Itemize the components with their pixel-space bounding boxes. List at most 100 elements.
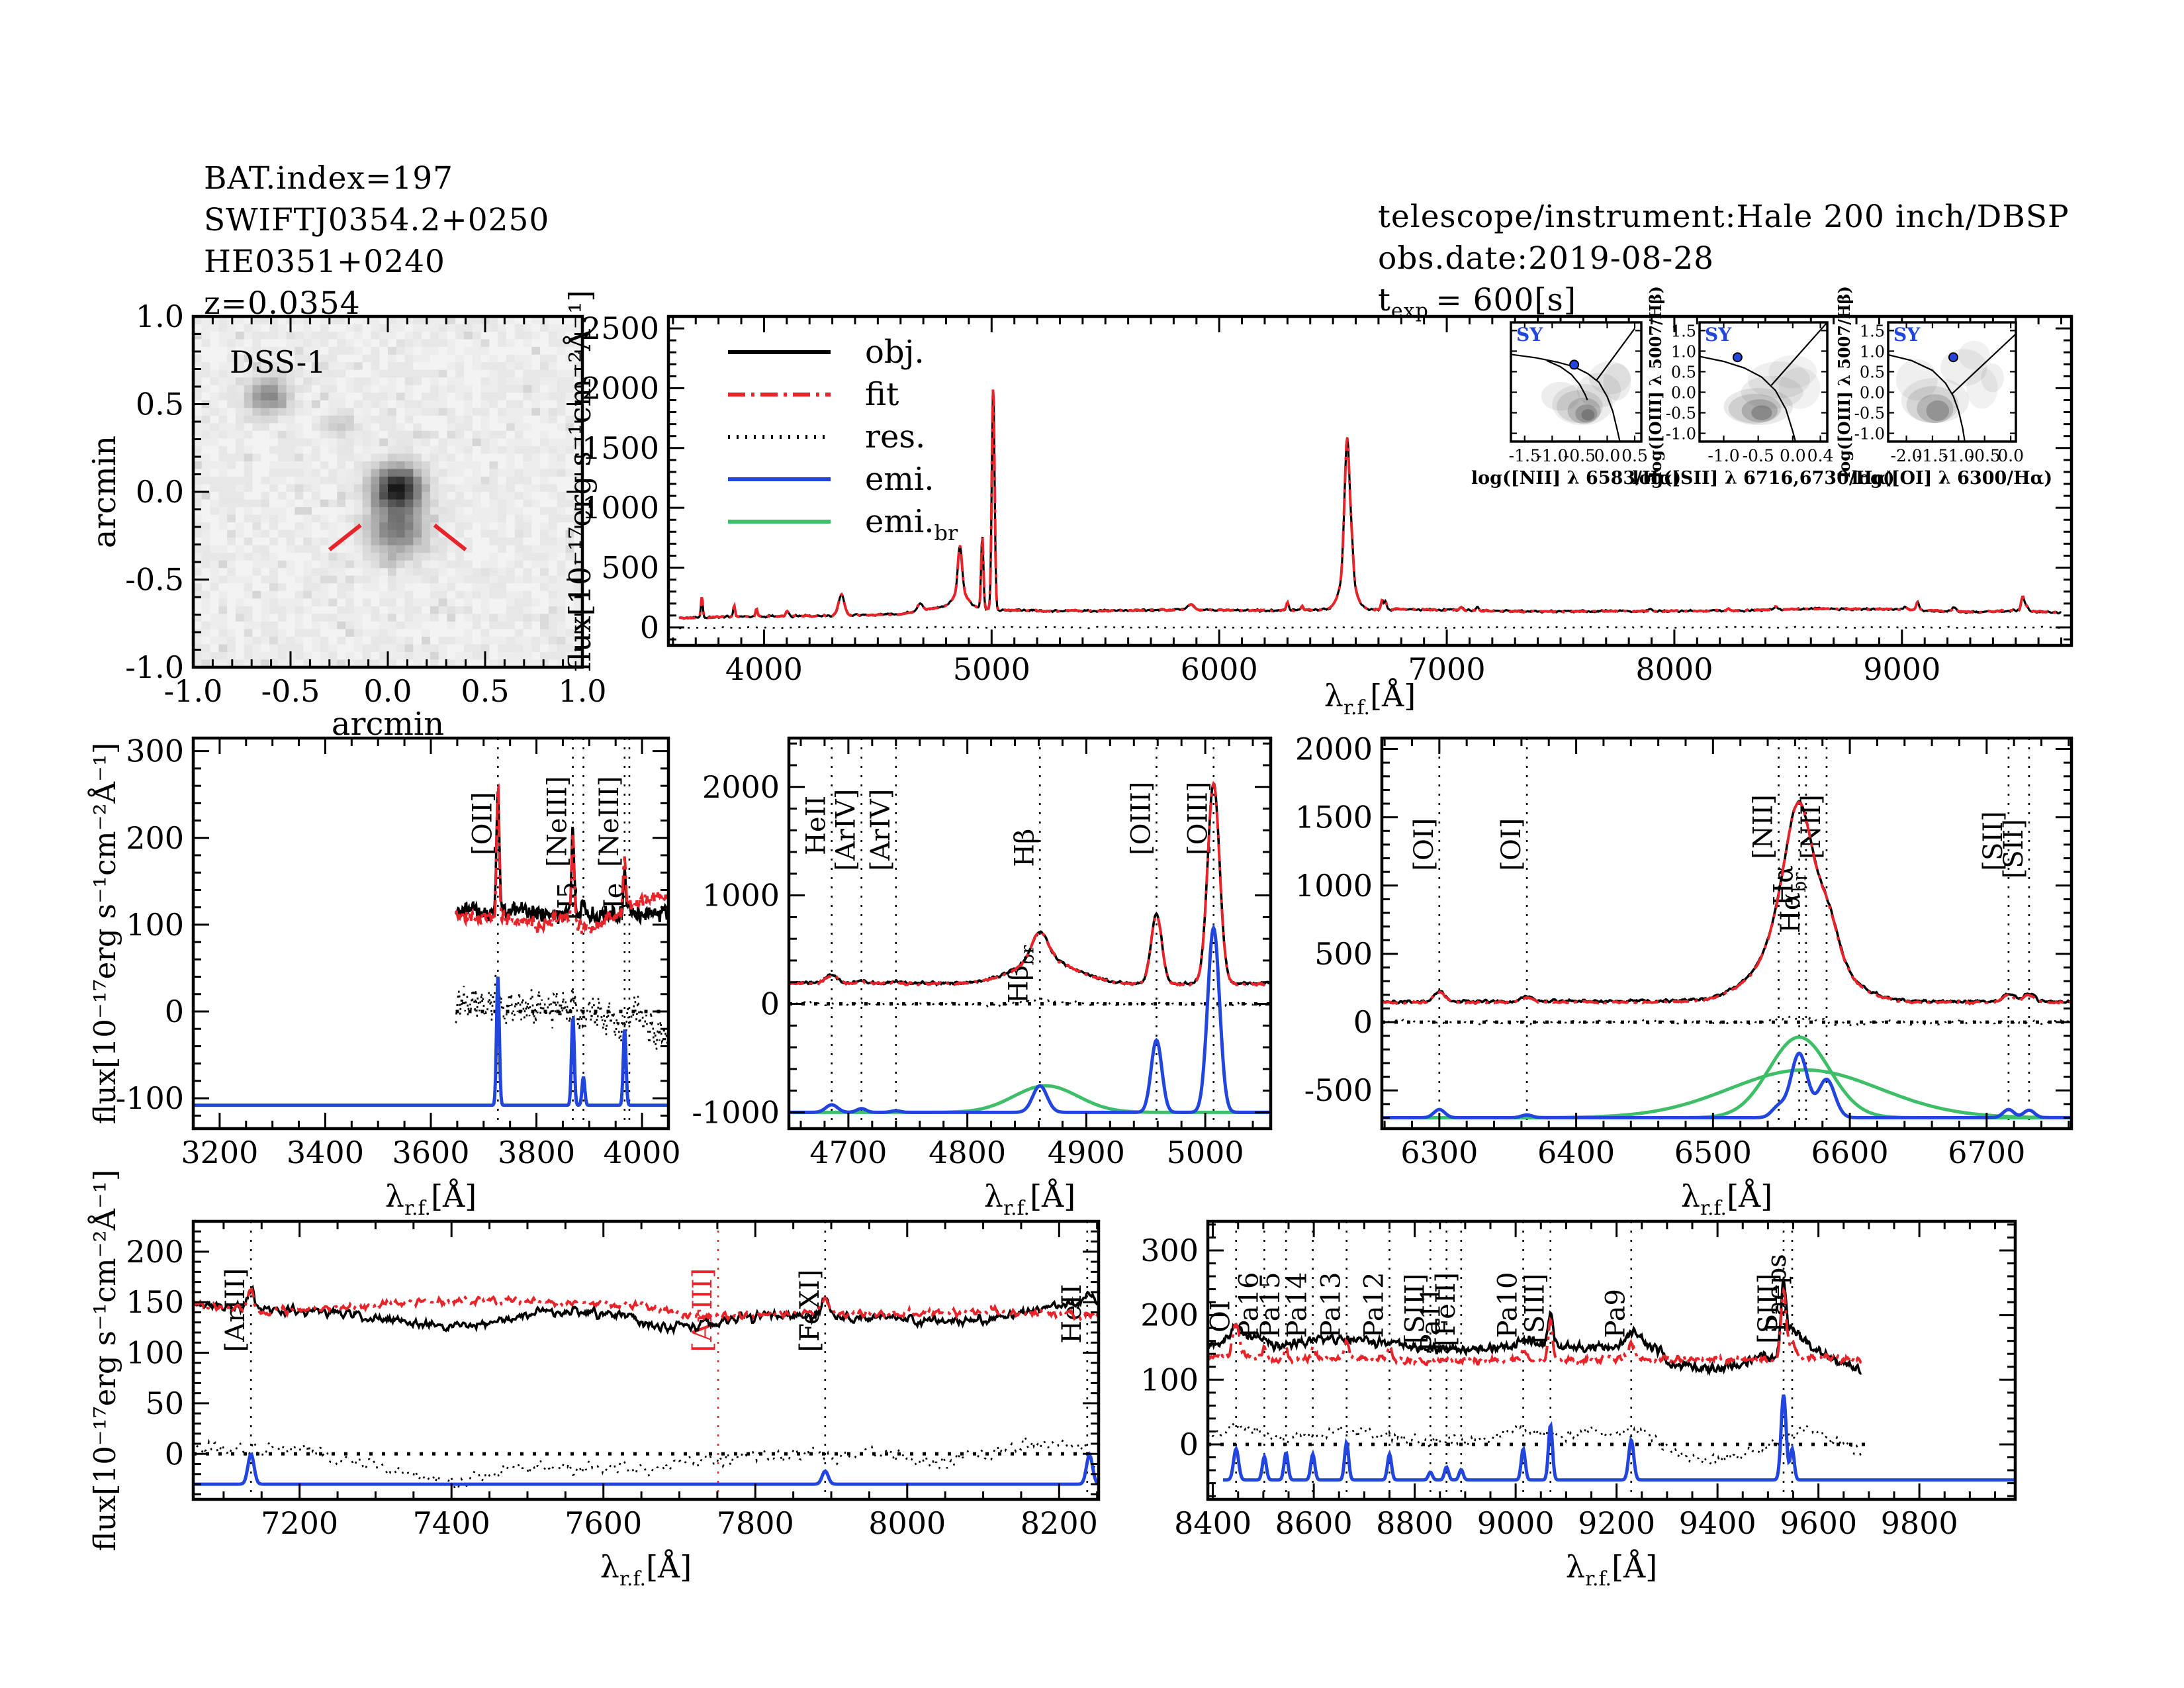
density-cloud: [1981, 363, 2004, 393]
dss-pixel: [565, 423, 574, 432]
dss-pixel: [303, 499, 312, 508]
dss-pixel: [498, 614, 507, 622]
dss-pixel: [455, 621, 465, 630]
dss-pixel: [345, 393, 355, 401]
dss-pixel: [303, 644, 312, 653]
dss-pixel: [235, 553, 245, 561]
dss-pixel: [320, 629, 330, 637]
dss-pixel: [523, 438, 532, 447]
dss-pixel: [345, 362, 355, 371]
dss-pixel: [269, 530, 279, 538]
x-tick-label: 9800: [1881, 1505, 1958, 1541]
dss-pixel: [396, 560, 406, 569]
dss-pixel: [244, 438, 253, 447]
dss-pixel: [396, 575, 406, 584]
x-axis-label: λr.f.[Å]: [1566, 1548, 1657, 1591]
dss-pixel: [244, 377, 253, 386]
dss-pixel: [480, 530, 490, 538]
dss-pixel: [261, 598, 270, 607]
dss-pixel: [438, 651, 448, 661]
dss-pixel: [514, 606, 524, 614]
dss-pixel: [286, 430, 295, 439]
dss-pixel: [388, 629, 397, 637]
dss-pixel: [353, 606, 363, 614]
dss-pixel: [269, 484, 279, 492]
dss-pixel: [269, 629, 279, 637]
dss-pixel: [261, 430, 270, 439]
dss-pixel: [269, 522, 279, 531]
dss-pixel: [295, 408, 304, 416]
dss-pixel: [480, 377, 490, 386]
dss-pixel: [455, 606, 465, 614]
dss-pixel: [371, 347, 380, 355]
dss-pixel: [557, 538, 567, 546]
dss-pixel: [498, 362, 507, 371]
dss-pixel: [480, 408, 490, 416]
dss-pixel: [396, 354, 406, 363]
dss-pixel: [489, 606, 498, 614]
dss-pixel: [438, 590, 448, 599]
dss-pixel: [489, 332, 498, 340]
dss-pixel: [244, 339, 253, 348]
dss-pixel: [235, 400, 245, 408]
dss-pixel: [531, 530, 541, 538]
dss-pixel: [523, 385, 532, 393]
dss-pixel: [193, 445, 203, 454]
dss-pixel: [244, 400, 253, 408]
dss-pixel: [286, 590, 295, 599]
dss-pixel: [472, 568, 482, 577]
dss-pixel: [379, 369, 388, 378]
dss-pixel: [455, 347, 465, 355]
dss-pixel: [328, 324, 338, 332]
dss-pixel: [362, 438, 372, 447]
dss-pixel: [413, 393, 422, 401]
dss-pixel: [480, 636, 490, 645]
dss-pixel: [303, 629, 312, 637]
dss-pixel: [353, 377, 363, 386]
dss-pixel: [506, 590, 516, 599]
dss-pixel: [480, 553, 490, 561]
dss-pixel: [201, 651, 211, 661]
dss-pixel: [430, 400, 439, 408]
dss-pixel: [193, 545, 203, 553]
dss-pixel: [277, 316, 287, 325]
dss-pixel: [413, 560, 422, 569]
dss-pixel: [311, 393, 321, 401]
dss-pixel: [379, 499, 388, 508]
dss-pixel: [353, 545, 363, 553]
dss-pixel: [337, 644, 346, 653]
dss-pixel: [413, 538, 422, 546]
dss-pixel: [489, 324, 498, 332]
dss-pixel: [523, 614, 532, 622]
marker-label: Pa11: [1416, 1286, 1447, 1352]
dss-pixel: [210, 522, 219, 531]
series-emi: [1382, 1051, 2071, 1119]
dss-pixel: [311, 621, 321, 630]
dss-pixel: [328, 461, 338, 470]
dss-pixel: [404, 507, 414, 516]
dss-pixel: [345, 614, 355, 622]
marker-label: HeII: [801, 796, 832, 855]
dss-pixel: [422, 400, 431, 408]
inset-y-tick-label: 1.0: [1860, 342, 1885, 361]
dss-pixel: [489, 362, 498, 371]
dss-pixel: [523, 583, 532, 592]
dss-pixel: [303, 469, 312, 477]
dss-pixel: [557, 629, 567, 637]
dss-pixel: [472, 553, 482, 561]
dss-pixel: [531, 445, 541, 454]
dss-pixel: [430, 530, 439, 538]
dss-pixel: [295, 423, 304, 432]
dss-pixel: [320, 583, 330, 592]
dss-pixel: [438, 461, 448, 470]
dss-pixel: [328, 415, 338, 424]
dss-pixel: [261, 583, 270, 592]
dss-pixel: [531, 362, 541, 371]
dss-pixel: [574, 324, 583, 332]
dss-pixel: [193, 476, 203, 485]
dss-pixel: [489, 476, 498, 485]
dss-pixel: [261, 415, 270, 424]
dss-pixel: [320, 408, 330, 416]
classification-curve: [1888, 353, 1966, 442]
dss-pixel: [328, 362, 338, 371]
